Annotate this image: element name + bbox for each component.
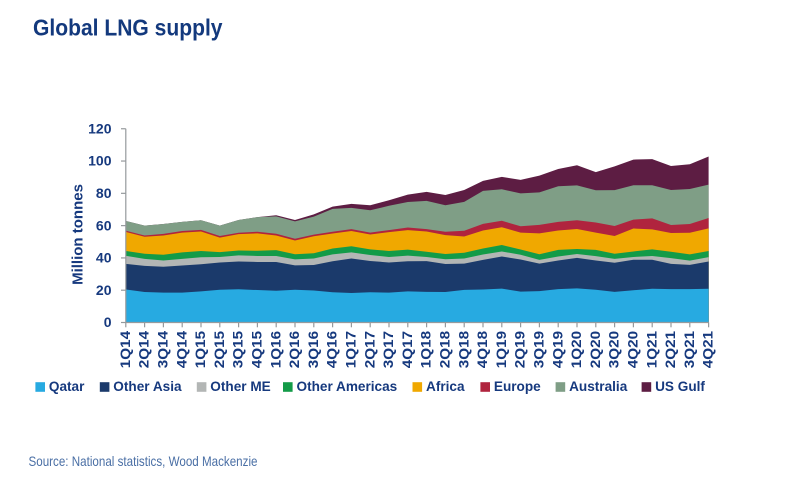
- svg-text:4Q16: 4Q16: [324, 331, 340, 369]
- svg-text:US Gulf: US Gulf: [655, 379, 705, 394]
- svg-text:2Q20: 2Q20: [587, 331, 603, 369]
- svg-text:4Q15: 4Q15: [249, 331, 265, 369]
- svg-text:3Q14: 3Q14: [155, 331, 171, 369]
- svg-text:Global LNG supply: Global LNG supply: [33, 15, 223, 41]
- svg-text:4Q21: 4Q21: [700, 331, 716, 369]
- svg-text:20: 20: [96, 282, 112, 298]
- svg-text:60: 60: [96, 217, 112, 233]
- svg-text:2Q17: 2Q17: [361, 331, 377, 369]
- svg-text:3Q20: 3Q20: [606, 331, 622, 369]
- svg-text:2Q18: 2Q18: [437, 331, 453, 369]
- svg-text:80: 80: [96, 185, 112, 201]
- svg-text:1Q14: 1Q14: [117, 331, 133, 369]
- svg-text:1Q20: 1Q20: [568, 331, 584, 369]
- svg-text:Europe: Europe: [494, 379, 541, 394]
- svg-text:1Q16: 1Q16: [267, 331, 283, 369]
- svg-text:40: 40: [96, 250, 112, 266]
- svg-text:100: 100: [88, 153, 112, 169]
- svg-text:Qatar: Qatar: [49, 379, 85, 394]
- svg-text:2Q16: 2Q16: [286, 331, 302, 369]
- svg-text:Other ME: Other ME: [210, 379, 270, 394]
- svg-text:4Q18: 4Q18: [474, 331, 490, 369]
- svg-text:4Q20: 4Q20: [625, 331, 641, 369]
- svg-text:Other Asia: Other Asia: [113, 379, 182, 394]
- svg-text:120: 120: [88, 120, 112, 136]
- svg-text:2Q14: 2Q14: [136, 331, 152, 369]
- svg-text:3Q15: 3Q15: [230, 331, 246, 369]
- svg-text:Source: National statistics, W: Source: National statistics, Wood Macken…: [29, 453, 258, 469]
- svg-text:2Q15: 2Q15: [211, 331, 227, 369]
- svg-text:2Q21: 2Q21: [662, 331, 678, 369]
- svg-text:Other Americas: Other Americas: [297, 379, 398, 394]
- svg-text:4Q19: 4Q19: [549, 331, 565, 369]
- svg-text:3Q17: 3Q17: [380, 331, 396, 369]
- svg-text:Australia: Australia: [569, 379, 628, 394]
- svg-text:1Q21: 1Q21: [643, 331, 659, 369]
- svg-text:3Q19: 3Q19: [531, 331, 547, 369]
- svg-text:3Q21: 3Q21: [681, 331, 697, 369]
- svg-text:4Q17: 4Q17: [399, 331, 415, 369]
- svg-text:0: 0: [104, 314, 112, 330]
- svg-text:Africa: Africa: [426, 379, 465, 394]
- svg-text:2Q19: 2Q19: [512, 331, 528, 369]
- svg-text:3Q16: 3Q16: [305, 331, 321, 369]
- svg-text:1Q19: 1Q19: [493, 331, 509, 369]
- svg-text:4Q14: 4Q14: [173, 331, 189, 369]
- svg-text:1Q17: 1Q17: [343, 331, 359, 369]
- svg-text:1Q15: 1Q15: [192, 331, 208, 369]
- svg-text:3Q18: 3Q18: [455, 331, 471, 369]
- svg-text:1Q18: 1Q18: [418, 331, 434, 369]
- svg-text:Million tonnes: Million tonnes: [70, 184, 87, 285]
